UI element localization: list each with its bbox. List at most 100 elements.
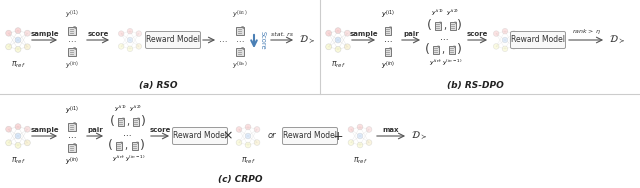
Text: ×: × <box>223 130 233 143</box>
Polygon shape <box>74 123 76 125</box>
Circle shape <box>15 28 21 34</box>
Circle shape <box>118 44 124 49</box>
Polygon shape <box>241 48 243 50</box>
Text: pair: pair <box>403 31 419 37</box>
Text: $y^{(i1)}$: $y^{(i1)}$ <box>431 8 445 18</box>
FancyBboxPatch shape <box>68 144 76 152</box>
Text: $\mathcal{D}_\succ$: $\mathcal{D}_\succ$ <box>299 34 315 46</box>
Text: $\pi_{ref}$: $\pi_{ref}$ <box>11 156 26 167</box>
FancyBboxPatch shape <box>68 48 76 56</box>
Text: +: + <box>333 130 343 143</box>
Circle shape <box>24 140 30 146</box>
Circle shape <box>254 140 260 146</box>
Text: $y^{(in)}$: $y^{(in)}$ <box>429 58 442 68</box>
Text: (b) RS-DPO: (b) RS-DPO <box>447 81 504 90</box>
FancyBboxPatch shape <box>385 48 392 56</box>
Text: $y^{(in)}$: $y^{(in)}$ <box>381 60 395 72</box>
Text: ): ) <box>140 139 145 152</box>
Circle shape <box>335 37 341 43</box>
Text: or: or <box>268 131 276 140</box>
Circle shape <box>502 46 508 52</box>
Text: ,: , <box>442 45 445 55</box>
Circle shape <box>236 127 242 132</box>
FancyBboxPatch shape <box>116 142 122 150</box>
Circle shape <box>245 133 251 139</box>
Text: sample: sample <box>349 31 378 37</box>
Text: ,: , <box>124 141 127 151</box>
Circle shape <box>15 142 21 148</box>
Circle shape <box>15 124 21 130</box>
Polygon shape <box>136 142 138 144</box>
Polygon shape <box>74 48 76 50</box>
Polygon shape <box>390 48 392 50</box>
Polygon shape <box>438 46 439 48</box>
Text: $y^{(in)}$: $y^{(in)}$ <box>113 154 125 164</box>
Circle shape <box>127 37 133 43</box>
Circle shape <box>348 127 354 132</box>
Polygon shape <box>120 142 122 144</box>
FancyBboxPatch shape <box>237 48 243 56</box>
Text: ): ) <box>456 20 461 33</box>
Polygon shape <box>453 46 455 48</box>
Circle shape <box>344 30 350 36</box>
Circle shape <box>6 140 12 146</box>
Text: score: score <box>467 31 488 37</box>
Text: $y^{(i1)}$: $y^{(i1)}$ <box>115 104 127 114</box>
Circle shape <box>236 140 242 146</box>
Text: ...: ... <box>440 33 448 42</box>
Circle shape <box>136 31 141 36</box>
Circle shape <box>366 140 372 146</box>
Text: $y^{(in)}$: $y^{(in)}$ <box>65 156 79 168</box>
FancyBboxPatch shape <box>385 27 392 35</box>
Text: $y^{(i1)}$: $y^{(i1)}$ <box>381 9 395 21</box>
Circle shape <box>118 31 124 36</box>
FancyBboxPatch shape <box>237 27 243 35</box>
Circle shape <box>6 126 12 132</box>
Text: $y^{(i1)}$: $y^{(i1)}$ <box>65 9 79 21</box>
Text: Reward Model: Reward Model <box>173 131 227 140</box>
Text: $\pi_{ref}$: $\pi_{ref}$ <box>331 60 346 70</box>
FancyBboxPatch shape <box>118 118 124 126</box>
Text: ,: , <box>444 21 447 31</box>
Text: Score: Score <box>260 31 266 49</box>
Circle shape <box>136 44 141 49</box>
Circle shape <box>348 140 354 146</box>
Circle shape <box>24 126 30 132</box>
Circle shape <box>245 142 251 148</box>
Text: (a) RSO: (a) RSO <box>139 81 177 90</box>
Text: ): ) <box>456 43 461 57</box>
Circle shape <box>344 44 350 50</box>
Text: $y^{(i1)}$: $y^{(i1)}$ <box>65 105 79 117</box>
Circle shape <box>6 44 12 50</box>
Circle shape <box>335 28 341 34</box>
Text: $y^{(is_1)}$: $y^{(is_1)}$ <box>232 9 248 21</box>
Polygon shape <box>74 144 76 146</box>
Text: ...: ... <box>236 36 244 45</box>
Text: max: max <box>383 127 399 133</box>
Polygon shape <box>122 118 124 120</box>
Text: score: score <box>87 31 109 37</box>
FancyBboxPatch shape <box>433 46 439 54</box>
Text: (c) CRPO: (c) CRPO <box>218 175 262 184</box>
Text: $\pi_{ref}$: $\pi_{ref}$ <box>241 155 255 165</box>
Circle shape <box>254 127 260 132</box>
Text: ,: , <box>127 117 129 127</box>
FancyBboxPatch shape <box>449 46 455 54</box>
Text: ...: ... <box>68 131 76 140</box>
Text: ...: ... <box>384 36 392 45</box>
FancyBboxPatch shape <box>145 32 200 49</box>
Text: (: ( <box>424 43 429 57</box>
Circle shape <box>245 124 251 130</box>
FancyBboxPatch shape <box>132 142 138 150</box>
Text: Reward Model: Reward Model <box>283 131 337 140</box>
Text: $y^{(in-1)}$: $y^{(in-1)}$ <box>125 154 145 164</box>
Text: sample: sample <box>30 127 59 133</box>
Text: $\mathcal{D}_\succ$: $\mathcal{D}_\succ$ <box>411 130 427 142</box>
Circle shape <box>6 30 12 36</box>
Circle shape <box>15 133 21 139</box>
Text: $y^{(i2)}$: $y^{(i2)}$ <box>129 104 143 114</box>
Circle shape <box>24 44 30 50</box>
Circle shape <box>127 28 133 34</box>
Circle shape <box>502 28 508 34</box>
Polygon shape <box>440 22 441 24</box>
